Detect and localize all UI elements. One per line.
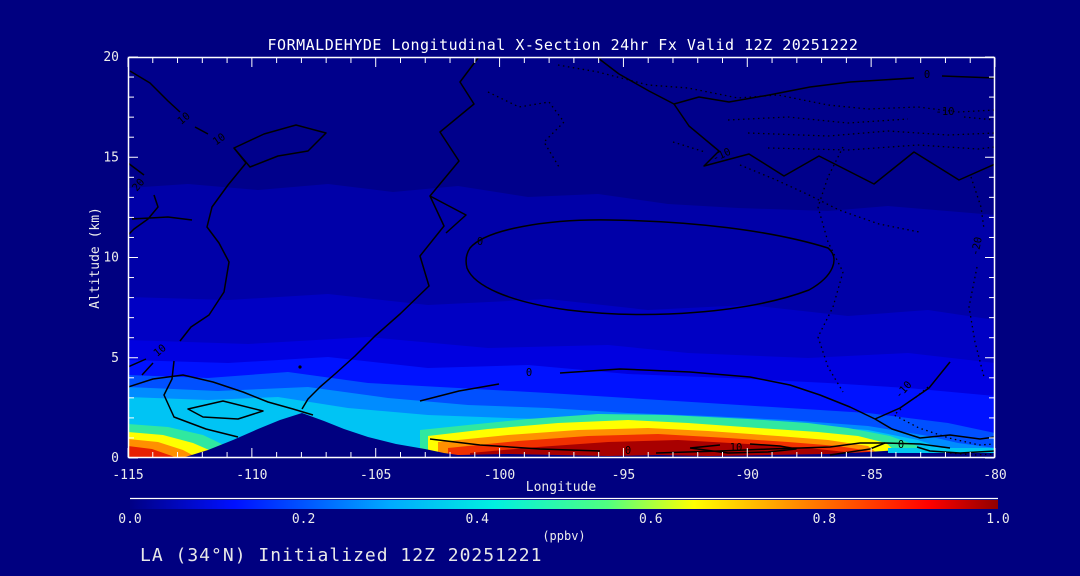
svg-text:-90: -90 <box>736 468 759 483</box>
colorbar-units: (ppbv) <box>542 529 585 543</box>
plot-area: 10 10 20 0 -10 -10 -20 0 0 10 0 10 0 -10 <box>128 57 995 458</box>
contour-label: 0 <box>898 439 904 451</box>
svg-text:-80: -80 <box>983 468 1006 483</box>
svg-text:15: 15 <box>103 150 119 165</box>
colorbar: (ppbv) <box>130 497 998 543</box>
contour-label: 10 <box>730 442 743 454</box>
filled-contour-bands <box>128 57 995 458</box>
svg-text:0: 0 <box>111 451 119 466</box>
svg-text:-100: -100 <box>484 468 515 483</box>
svg-text:-105: -105 <box>360 468 391 483</box>
contour-label: 10 <box>211 131 228 148</box>
chart-title: FORMALDEHYDE Longitudinal X-Section 24hr… <box>268 36 859 54</box>
svg-text:-115: -115 <box>112 468 143 483</box>
svg-text:20: 20 <box>103 50 119 65</box>
y-axis-title: Altitude (km) <box>88 207 103 309</box>
contour-label: 0 <box>625 445 631 457</box>
svg-text:1.0: 1.0 <box>986 512 1009 527</box>
surface-cyan-strip-east <box>888 448 995 453</box>
svg-text:-110: -110 <box>236 468 267 483</box>
init-label: LA (34°N) Initialized 12Z 20251221 <box>140 545 542 566</box>
colorbar-gradient <box>130 500 998 509</box>
svg-text:10: 10 <box>103 251 119 266</box>
contour-label: -10 <box>936 106 955 118</box>
terrain-silhouette <box>182 413 995 458</box>
solid-contour-lines <box>128 57 995 456</box>
x-axis-title: Longitude <box>526 480 597 495</box>
svg-text:5: 5 <box>111 351 119 366</box>
svg-text:0.8: 0.8 <box>813 512 836 527</box>
dotted-contour-lines <box>487 64 995 456</box>
contour-label: 0 <box>526 367 532 379</box>
svg-text:-95: -95 <box>612 468 635 483</box>
contour-label: 0 <box>477 236 483 248</box>
plot-frame <box>127 56 996 459</box>
contour-label: -20 <box>969 236 985 257</box>
svg-text:0.4: 0.4 <box>465 512 489 527</box>
svg-text:-85: -85 <box>859 468 882 483</box>
svg-text:0.6: 0.6 <box>639 512 662 527</box>
svg-text:0.2: 0.2 <box>292 512 315 527</box>
svg-text:0.0: 0.0 <box>118 512 141 527</box>
contour-label: 0 <box>924 69 930 81</box>
